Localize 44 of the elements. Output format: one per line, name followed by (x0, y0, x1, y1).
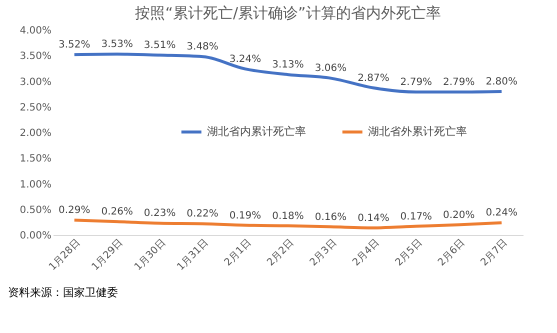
x-tick-label: 2月7日 (478, 238, 510, 268)
y-tick-label: 3.50% (20, 51, 52, 62)
data-label: 0.26% (101, 206, 133, 218)
legend-label: 湖北省内累计死亡率 (206, 124, 306, 138)
legend-label: 湖北省外累计死亡率 (368, 124, 467, 138)
y-tick-label: 0.50% (20, 204, 52, 216)
data-label: 0.16% (314, 212, 347, 223)
data-label: 2.87% (358, 72, 390, 84)
data-label: 0.17% (400, 211, 432, 222)
x-tick-label: 2月4日 (350, 238, 382, 268)
x-tick-label: 2月2日 (265, 238, 296, 268)
data-label: 3.53% (101, 39, 133, 50)
data-label: 2.79% (443, 77, 475, 88)
data-label: 0.20% (443, 210, 475, 221)
y-tick-label: 2.50% (20, 102, 52, 114)
data-label: 0.29% (58, 205, 90, 216)
y-tick-label: 1.50% (20, 154, 52, 165)
y-tick-label: 1.00% (20, 179, 52, 190)
data-label: 0.18% (272, 210, 304, 222)
y-tick-label: 2.00% (20, 128, 52, 139)
data-label: 3.51% (144, 40, 176, 52)
x-tick-label: 2月6日 (436, 238, 468, 268)
x-tick-label: 2月1日 (222, 238, 254, 268)
x-tick-label: 2月5日 (394, 238, 424, 268)
text: 资料来源：国家卫健委 (8, 286, 118, 299)
x-tick-label: 1月31日 (175, 238, 211, 273)
data-label: 0.24% (486, 208, 518, 219)
data-label: 0.14% (358, 212, 390, 224)
data-label: 3.06% (314, 63, 347, 74)
x-tick-label: 1月29日 (90, 238, 126, 273)
data-label: 0.22% (186, 208, 218, 220)
data-label: 3.24% (229, 54, 262, 65)
data-label: 0.23% (144, 208, 176, 220)
data-label: 3.13% (272, 60, 304, 71)
y-tick-label: 3.00% (20, 76, 52, 88)
chart-title: 按照“累计死亡/累计确诊”计算的省内外死亡率 (135, 4, 441, 22)
x-tick-label: 2月3日 (308, 238, 340, 268)
y-tick-label: 4.00% (20, 26, 52, 36)
data-label: 3.52% (58, 40, 90, 51)
data-label: 2.79% (400, 77, 432, 88)
data-label: 3.48% (186, 42, 218, 53)
data-label: 0.19% (229, 210, 262, 222)
x-tick-label: 1月30日 (132, 238, 168, 273)
data-label: 2.80% (486, 76, 518, 88)
